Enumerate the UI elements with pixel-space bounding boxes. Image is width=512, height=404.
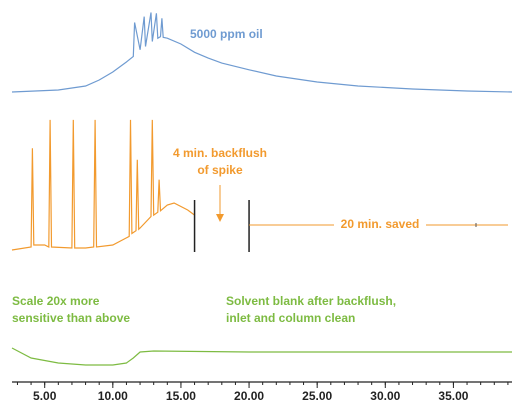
trace [11, 347, 512, 366]
x-tick-label: 20.00 [234, 389, 264, 403]
label-bg [334, 217, 426, 233]
x-tick-label: 25.00 [302, 389, 332, 403]
trace [11, 119, 195, 251]
annotation: 4 min. backflush [173, 146, 267, 160]
x-tick-label: 10.00 [98, 389, 128, 403]
trace [11, 12, 512, 93]
annotation: 20 min. saved [341, 217, 420, 231]
annotation: of spike [197, 163, 243, 177]
annotation: sensitive than above [12, 311, 130, 325]
x-tick-label: 15.00 [166, 389, 196, 403]
annotation: Scale 20x more [12, 294, 100, 308]
x-tick-label: 5.00 [33, 389, 57, 403]
trace-label: 5000 ppm oil [190, 27, 263, 41]
x-tick-label: 35.00 [438, 389, 468, 403]
annotation: inlet and column clean [226, 311, 355, 325]
annotation: Solvent blank after backflush, [226, 294, 396, 308]
arrow-head [216, 214, 224, 222]
x-tick-label: 30.00 [370, 389, 400, 403]
